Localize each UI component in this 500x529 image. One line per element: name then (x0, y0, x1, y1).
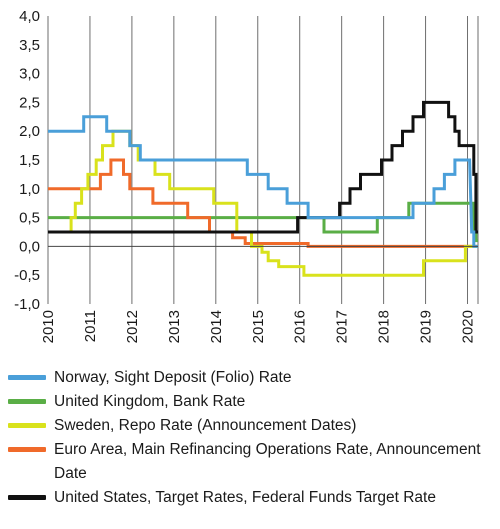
legend-label-sweden: Sweden, Repo Rate (Announcement Dates) (54, 417, 357, 434)
x-tick-label: 2014 (208, 310, 225, 343)
series-line-4 (48, 100, 478, 234)
x-tick-label: 2013 (166, 310, 183, 343)
x-tick-label: 2011 (82, 310, 99, 342)
legend-label-norway: Norway, Sight Deposit (Folio) Rate (54, 369, 292, 386)
legend-label-us: United States, Target Rates, Federal Fun… (54, 489, 436, 506)
legend-swatch-norway (8, 375, 46, 380)
x-tick-labels: 2010 2011 2012 2013 2014 2015 2016 2017 2018 2019… (40, 310, 477, 343)
legend-item-euro: Euro Area, Main Refinancing Operations R… (8, 438, 500, 486)
y-tick-label: -0,5 (14, 267, 40, 284)
series-line-3 (48, 158, 478, 248)
y-tick-label: 1,5 (19, 152, 40, 169)
series-line-0 (48, 115, 478, 248)
x-tick-label: 2020 (460, 310, 477, 343)
legend-item-sweden: Sweden, Repo Rate (Announcement Dates) (8, 414, 500, 438)
legend-item-norway: Norway, Sight Deposit (Folio) Rate (8, 366, 500, 390)
legend-swatch-us (8, 495, 46, 500)
x-tick-label: 2012 (124, 310, 141, 343)
legend-label-uk: United Kingdom, Bank Rate (54, 393, 246, 410)
series-line-2 (48, 129, 478, 277)
x-tick-label: 2019 (418, 310, 435, 343)
y-tick-labels: -1,0 -0,5 0,0 0,5 1,0 1,5 2,0 2,5 3,0 3,5 4,0 (14, 8, 40, 313)
y-tick-label: 0,5 (19, 210, 40, 227)
y-tick-label: 3,0 (19, 66, 40, 83)
x-tick-label: 2015 (250, 310, 267, 343)
x-tick-label: 2016 (292, 310, 309, 343)
legend: Norway, Sight Deposit (Folio) Rate Unite… (8, 366, 500, 510)
x-tick-label: 2017 (334, 310, 351, 343)
y-tick-label: 3,5 (19, 37, 40, 54)
legend-item-uk: United Kingdom, Bank Rate (8, 390, 500, 414)
y-tick-label: -1,0 (14, 296, 40, 313)
x-tick-label: 2010 (40, 310, 57, 343)
legend-swatch-sweden (8, 423, 46, 428)
y-tick-label: 2,0 (19, 123, 40, 140)
y-tick-label: 0,0 (19, 238, 40, 255)
series-lines (48, 100, 478, 277)
x-tick-label: 2018 (376, 310, 393, 343)
rates-chart: -1,0 -0,5 0,0 0,5 1,0 1,5 2,0 2,5 3,0 3,5 4,0 2010… (14, 8, 479, 343)
y-tick-label: 4,0 (19, 8, 40, 25)
legend-item-us: United States, Target Rates, Federal Fun… (8, 486, 500, 510)
y-tick-label: 1,0 (19, 181, 40, 198)
y-tick-label: 2,5 (19, 94, 40, 111)
legend-label-euro: Euro Area, Main Refinancing Operations R… (54, 441, 481, 482)
legend-swatch-uk (8, 399, 46, 404)
legend-swatch-euro (8, 447, 46, 452)
